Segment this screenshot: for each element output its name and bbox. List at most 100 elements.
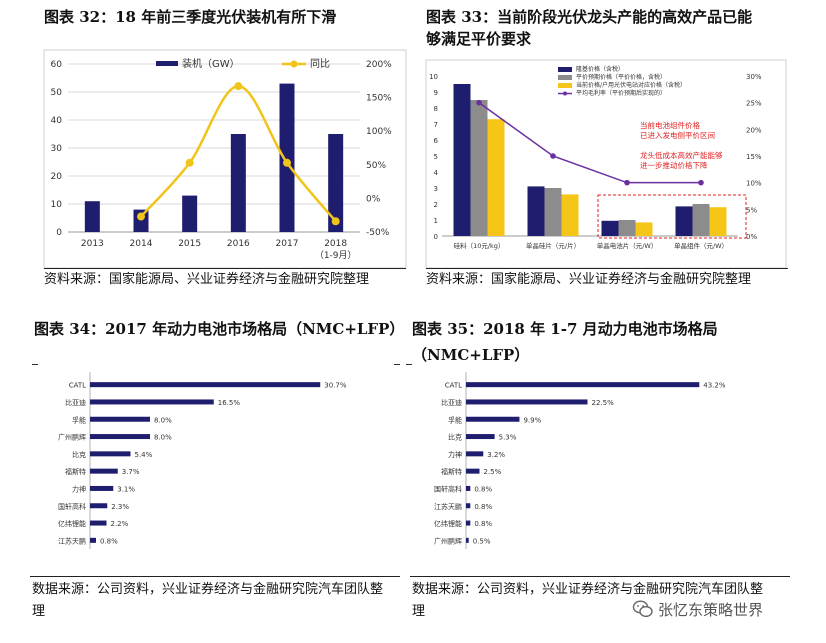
chart-32-bar-2013: [84, 201, 100, 232]
chart-35-source-rule: [410, 576, 790, 577]
chart-34-value-label: 0.8%: [100, 537, 118, 545]
chart-32-ytick-left: 10: [51, 200, 63, 210]
chart-33-xtick: 单晶电池片（元/W）: [597, 241, 658, 250]
chart-33-point-margin: [698, 179, 704, 186]
chart-33-legend-label: 当前价格/户用光伏电站对应价格（含税）: [576, 81, 686, 89]
chart-32-ytick-left: 40: [51, 116, 63, 126]
chart-33-ytick-left: 5: [434, 153, 438, 161]
chart-34-category-label: 广州鹏辉: [58, 433, 86, 442]
chart-33-bar: [692, 204, 710, 236]
chart-33-point-margin: [550, 153, 556, 159]
chart-34-bar-8: [90, 520, 107, 526]
chart-33-legend-swatch: [558, 75, 572, 80]
chart-33-ytick-right: 25%: [746, 100, 762, 108]
chart-35-category-label: CATL: [445, 382, 462, 390]
chart-33-highlight-box: [597, 194, 747, 239]
chart-35-title-line1: 图表 35：2018 年 1-7 月动力电池市场格局: [412, 320, 718, 338]
chart-33-legend-label: 平价预期价格（平价价格，含税）: [576, 73, 666, 81]
chart-33-ytick-left: 7: [434, 121, 438, 129]
chart-33-ytick-left: 9: [434, 89, 438, 97]
chart-34-source-line1: 数据来源：公司资料，兴业证券经济与金融研究院汽车团队整: [32, 582, 384, 597]
chart-35-value-label: 43.2%: [703, 382, 726, 390]
chart-34-value-label: 8.0%: [154, 434, 172, 442]
watermark-text: 张忆东策略世界: [658, 601, 764, 619]
chart-35-category-label: 国轩高科: [434, 484, 462, 493]
chart-32-legend-swatch-bar: [156, 61, 178, 66]
chart-32-xtick-sublabel: （1-9月）: [315, 250, 357, 261]
chart-33-xtick: 硅料（10元/kg）: [454, 241, 505, 250]
chart-34-bar-6: [90, 485, 114, 491]
chart-33-source-rule: [426, 268, 788, 269]
chart-34-value-label: 2.3%: [111, 503, 129, 511]
chart-33-point-margin: [476, 99, 482, 106]
chart-32-legend-label-bar: 装机（GW）: [182, 57, 240, 70]
chart-32-xtick-2018: 2018: [324, 239, 347, 249]
chart-34-category-label: 比克: [72, 450, 86, 459]
chart-34-bar-0: [90, 382, 321, 388]
chart-33-ytick-right: 15%: [746, 153, 762, 161]
chart-33-title-line2: 够满足平价要求: [426, 30, 532, 48]
chart-35-source-line1: 数据来源：公司资料，兴业证券经济与金融研究院汽车团队整: [412, 582, 764, 597]
chart-33-bar: [618, 220, 636, 236]
chart-34-corner-mark-right: [394, 364, 400, 365]
chart-33-ytick-right: 0%: [746, 233, 757, 241]
chart-35-value-label: 0.5%: [473, 537, 491, 545]
chart-33-ytick-left: 6: [434, 137, 439, 145]
chart-35-value-label: 5.3%: [499, 434, 517, 442]
chart-34-category-label: 孚能: [72, 415, 86, 424]
chart-32-source-rule: [44, 268, 406, 269]
chart-32-xtick-2015: 2015: [178, 239, 201, 249]
chart-33-legend-label: 平均毛利率（平价预期后实现的）: [576, 89, 666, 97]
chart-35-category-label: 福斯特: [441, 467, 462, 476]
chart-35-value-label: 9.9%: [523, 416, 541, 424]
chart-33-ytick-right: 20%: [746, 126, 762, 134]
chart-35-title-line2: （NMC+LFP）: [412, 346, 530, 364]
chart-32-ytick-left: 20: [51, 172, 63, 182]
chart-33-annotation: 龙头低成本高效产能能够: [640, 150, 723, 160]
chart-32-legend-label-line: 同比: [310, 58, 330, 70]
chart-35-bar-9: [466, 537, 469, 543]
chart-33-legend-label: 隆基价格（含税）: [576, 65, 624, 73]
chart-34-category-label: 国轩高科: [58, 502, 86, 511]
chart-32-ytick-right: 0%: [366, 194, 381, 204]
chart-34-category-label: 比亚迪: [65, 398, 86, 407]
chart-35-category-label: 力神: [448, 450, 462, 459]
chart-34-bar-3: [90, 434, 150, 440]
chart-32-bar-2016: [230, 134, 246, 232]
chart-33-bar: [601, 220, 619, 236]
chart-33-legend-swatch: [558, 83, 572, 88]
chart-35-source: 数据来源：公司资料，兴业证券经济与金融研究院汽车团队整 理: [412, 581, 763, 621]
chart-33-xtick: 单晶组件（元/W）: [674, 241, 728, 250]
chart-32-ytick-left: 0: [56, 228, 62, 238]
chart-35-bar-2: [466, 416, 520, 422]
chart-34-corner-mark: [32, 364, 38, 365]
chart-32-title: 图表 32：18 年前三季度光伏装机有所下滑: [44, 8, 337, 26]
chart-33-ytick-right: 30%: [746, 73, 762, 81]
chart-34-value-label: 30.7%: [324, 382, 347, 390]
chart-34-category-label: 亿纬锂能: [58, 519, 86, 528]
chart-35-bar-1: [466, 399, 588, 405]
chart-33-title-line1: 图表 33：当前阶段光伏龙头产能的高效产品已能: [426, 8, 753, 26]
chart-34-source: 数据来源：公司资料，兴业证券经济与金融研究院汽车团队整 理: [32, 581, 383, 621]
chart-35-bar-3: [466, 434, 495, 440]
chart-32-point-yoy: [331, 217, 340, 226]
chart-33-ytick-left: 0: [434, 233, 438, 241]
chart-35-title: 图表 35：2018 年 1-7 月动力电池市场格局 （NMC+LFP）: [412, 318, 718, 366]
chart-35-value-label: 2.5%: [484, 468, 502, 476]
chart-34-bar-4: [90, 451, 131, 457]
chart-35-bar-4: [466, 451, 484, 457]
chart-32-point-yoy: [185, 158, 194, 167]
chart-33-ytick-right: 5%: [746, 206, 757, 214]
chart-35-value-label: 22.5%: [592, 399, 615, 407]
chart-35-source-line2: 理: [412, 604, 426, 619]
chart-33-ytick-right: 10%: [746, 180, 762, 188]
chart-33-ytick-left: 4: [434, 169, 439, 177]
chart-33-bar: [453, 84, 471, 236]
chart-33-ytick-left: 3: [434, 185, 438, 193]
chart-34-category-label: 江苏天鹏: [58, 536, 86, 545]
chart-34-category-label: CATL: [69, 382, 86, 390]
chart-33-line-margin: [478, 102, 701, 184]
chart-33: 0 1 2 3 4 5 6 7 8 9 10 0% 5% 10% 15% 20% 25% 30% 硅料（10元/kg…: [425, 59, 787, 269]
chart-34-category-label: 福斯特: [65, 467, 86, 476]
chart-35-value-label: 0.8%: [474, 503, 492, 511]
